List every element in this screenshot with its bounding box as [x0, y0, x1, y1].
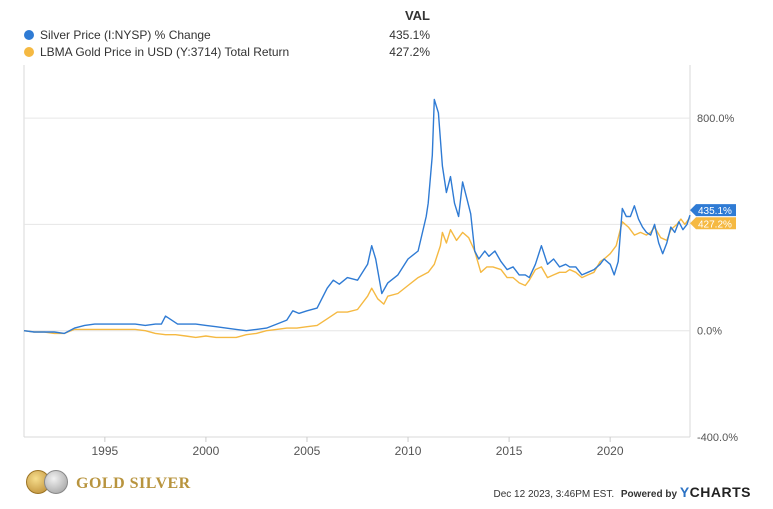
gold-series-dot-icon: [24, 47, 34, 57]
silver-end-value-label: 435.1%: [698, 206, 732, 217]
x-tick-label: 2000: [193, 444, 220, 458]
legend-item-label: LBMA Gold Price in USD (Y:3714) Total Re…: [40, 45, 290, 59]
x-tick-label: 2015: [496, 444, 523, 458]
chart-footer-credit: Dec 12 2023, 3:46PM EST. Powered by YCHA…: [493, 484, 751, 500]
silver-coin-icon: [44, 470, 68, 494]
silver-series-line[interactable]: [23, 98, 691, 335]
ycharts-logo[interactable]: YCHARTS: [679, 484, 751, 500]
y-tick-label: 0.0%: [697, 326, 722, 338]
legend-item-label: Silver Price (I:NYSP) % Change: [40, 28, 211, 42]
chart-timestamp: Dec 12 2023, 3:46PM EST.: [493, 489, 615, 500]
gold-end-value-label: 427.2%: [698, 219, 732, 230]
legend-item-value: 435.1%: [389, 28, 430, 42]
x-tick-label: 2005: [294, 444, 321, 458]
line-chart: 800.0% 0.0% -400.0% 1995 2000 2005 2010 2015 202…: [23, 65, 738, 458]
x-tick-label: 2020: [597, 444, 624, 458]
y-tick-label: -400.0%: [697, 432, 738, 444]
legend-item-value: 427.2%: [389, 45, 430, 59]
x-tick-label: 1995: [91, 444, 118, 458]
x-tick-label: 2010: [395, 444, 422, 458]
brand-name: GOLD SILVER: [76, 475, 191, 492]
silver-end-value-flag: [690, 204, 736, 217]
powered-by-label: Powered by: [620, 489, 678, 500]
gold-series-line[interactable]: [23, 216, 691, 339]
silver-series-dot-icon: [24, 30, 34, 40]
y-tick-label: 800.0%: [697, 113, 735, 125]
legend-value-header: VAL: [404, 8, 430, 23]
chart-legend: VAL Silver Price (I:NYSP) % Change 435.1…: [0, 0, 773, 70]
gold-end-value-flag: [690, 217, 736, 230]
